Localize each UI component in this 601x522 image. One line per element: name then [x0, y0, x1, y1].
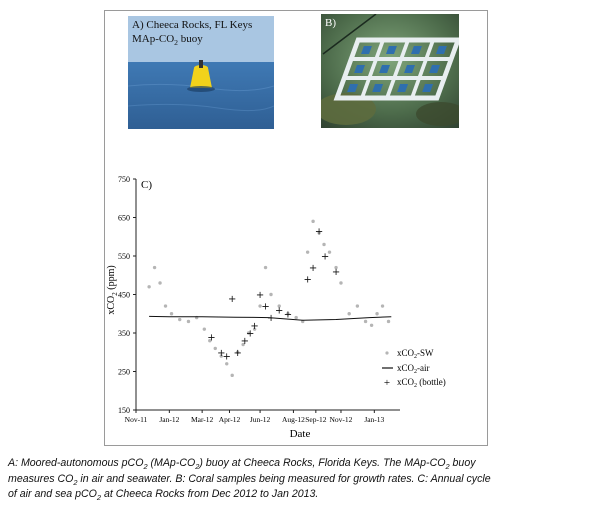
xco2-sw-point	[355, 304, 360, 308]
xco2-bottle-marker: +	[303, 275, 311, 286]
xco2-bottle-marker: +	[228, 294, 236, 305]
coral-rack	[333, 37, 459, 101]
xco2-sw-point	[235, 350, 240, 354]
xco2-sw-point	[219, 354, 223, 358]
xco2-bottle-marker: +	[256, 290, 264, 301]
xco2-sw-point	[263, 265, 268, 270]
xco2-sw-point	[186, 319, 191, 324]
xco2-air-line	[149, 315, 392, 321]
photo-a-label-line2: MAp-CO2 buoy	[132, 33, 203, 48]
x-tick-label: Jan-13	[364, 415, 384, 424]
xco2-bottle-marker: +	[217, 348, 225, 359]
caption-line-1: A: Moored-autonomous pCO2 (MAp-CO2) buoy…	[8, 457, 476, 472]
xco2-sw-point	[163, 304, 168, 308]
legend-sw-marker	[385, 351, 389, 355]
xco2-sw-point	[202, 327, 207, 331]
xco2-sw-point	[208, 339, 212, 343]
xco2-sw-point	[213, 346, 217, 351]
y-tick-label: 450	[118, 291, 130, 300]
xco2-sw-point	[152, 265, 157, 270]
xco2-sw-point	[322, 242, 326, 247]
xco2-bottle-marker: +	[223, 352, 231, 363]
xco2-bottle-marker: +	[233, 348, 241, 359]
xco2-sw-point	[386, 319, 391, 324]
xco2-bottle-marker: +	[332, 267, 340, 278]
xco2-sw-point	[178, 317, 182, 322]
sky	[128, 16, 274, 66]
legend-bottle-label: xCO2 (bottle)	[397, 377, 446, 389]
coral-photo: B)	[321, 14, 459, 128]
xco2-sw-point	[286, 312, 290, 316]
xco2-bottle-marker: +	[250, 321, 258, 332]
xco2-sw-point	[317, 231, 321, 235]
y-tick-label: 750	[118, 175, 130, 184]
xco2-sw-point	[230, 373, 234, 378]
x-axis-title: Date	[290, 428, 311, 440]
xco2-sw-point	[305, 250, 310, 254]
y-tick-label: 350	[118, 329, 130, 338]
y-axis-title: xCO2 (ppm)	[106, 265, 119, 314]
xco2-bottle-marker: +	[284, 309, 292, 320]
xco2-sw-point	[252, 327, 257, 331]
xco2-sw-point	[339, 281, 343, 285]
xco2-bottle-marker: +	[315, 226, 323, 237]
xco2-sw-point	[375, 312, 379, 316]
x-tick-label: Mar-12	[191, 415, 214, 424]
xco2-sw-point	[269, 292, 273, 297]
y-tick-label: 150	[118, 406, 130, 415]
buoy	[187, 60, 215, 92]
x-tick-label: Apr-12	[219, 415, 241, 424]
reef	[321, 93, 376, 125]
caption-line-2: measures CO2 in air and seawater. B: Cor…	[8, 472, 491, 487]
x-tick-label: Jun-12	[250, 415, 271, 424]
legend-bottle-marker: +	[384, 377, 390, 389]
xco2-bottle-marker: +	[207, 332, 215, 343]
xco2-sw-point	[369, 323, 374, 327]
x-tick-label: Nov-12	[330, 415, 353, 424]
photo-a-label-line1: A) Cheeca Rocks, FL Keys	[132, 19, 253, 31]
xco2-sw-point	[158, 281, 162, 285]
xco2-sw-point	[225, 362, 229, 366]
xco2-bottle-marker: +	[275, 305, 283, 316]
coral-photo-image	[321, 14, 459, 128]
legend-sw-label: xCO2-SW	[397, 348, 434, 360]
x-tick-label: Sep-12	[305, 415, 326, 424]
plot-area	[135, 179, 400, 411]
xco2-sw-point	[258, 304, 262, 308]
xco2-bottle-marker: +	[246, 329, 254, 340]
co2-chart: 150 250 350 450 550 650 750 Nov-11 Jan-12 Mar-12…	[106, 175, 446, 440]
y-tick-label: 250	[118, 368, 130, 377]
xco2-sw-point	[294, 315, 298, 320]
buoy-photo: A) Cheeca Rocks, FL Keys MAp-CO2 buoy	[128, 16, 274, 129]
x-tick-label: Aug-12	[282, 415, 305, 424]
xco2-sw-point	[147, 285, 151, 289]
xco2-sw-point	[380, 304, 385, 308]
x-tick-label: Nov-11	[125, 415, 148, 424]
y-tick-label: 550	[118, 252, 130, 261]
xco2-sw-point	[169, 312, 174, 316]
xco2-sw-point	[347, 312, 351, 316]
legend: xCO2-SW xCO2-air + xCO2 (bottle)	[382, 348, 446, 389]
xco2-bottle-marker: +	[267, 313, 275, 324]
legend-air-label: xCO2-air	[397, 363, 430, 375]
figure-caption: A: Moored-autonomous pCO2 (MAp-CO2) buoy…	[8, 456, 598, 503]
xco2-sw-point	[327, 250, 332, 254]
photo-b-label: B)	[325, 17, 336, 29]
xco2-sw-point	[311, 219, 315, 224]
panel-label: C)	[141, 179, 152, 191]
xco2-sw-point	[241, 342, 245, 347]
caption-line-3: of air and sea pCO2 at Cheeca Rocks from…	[8, 488, 319, 503]
xco2-bottle-marker: +	[261, 302, 269, 313]
x-tick-label: Jan-12	[159, 415, 179, 424]
xco2-bottle-marker: +	[321, 252, 329, 263]
xco2-sw-point	[334, 265, 338, 270]
xco2-sw-point	[277, 304, 281, 308]
xco2-bottle-marker: +	[241, 336, 249, 347]
xco2-sw-point	[363, 319, 368, 324]
buoy-photo-image	[128, 16, 274, 129]
xco2-sw-point	[246, 331, 251, 335]
y-tick-label: 650	[118, 214, 130, 223]
xco2-bottle-marker: +	[309, 263, 317, 274]
